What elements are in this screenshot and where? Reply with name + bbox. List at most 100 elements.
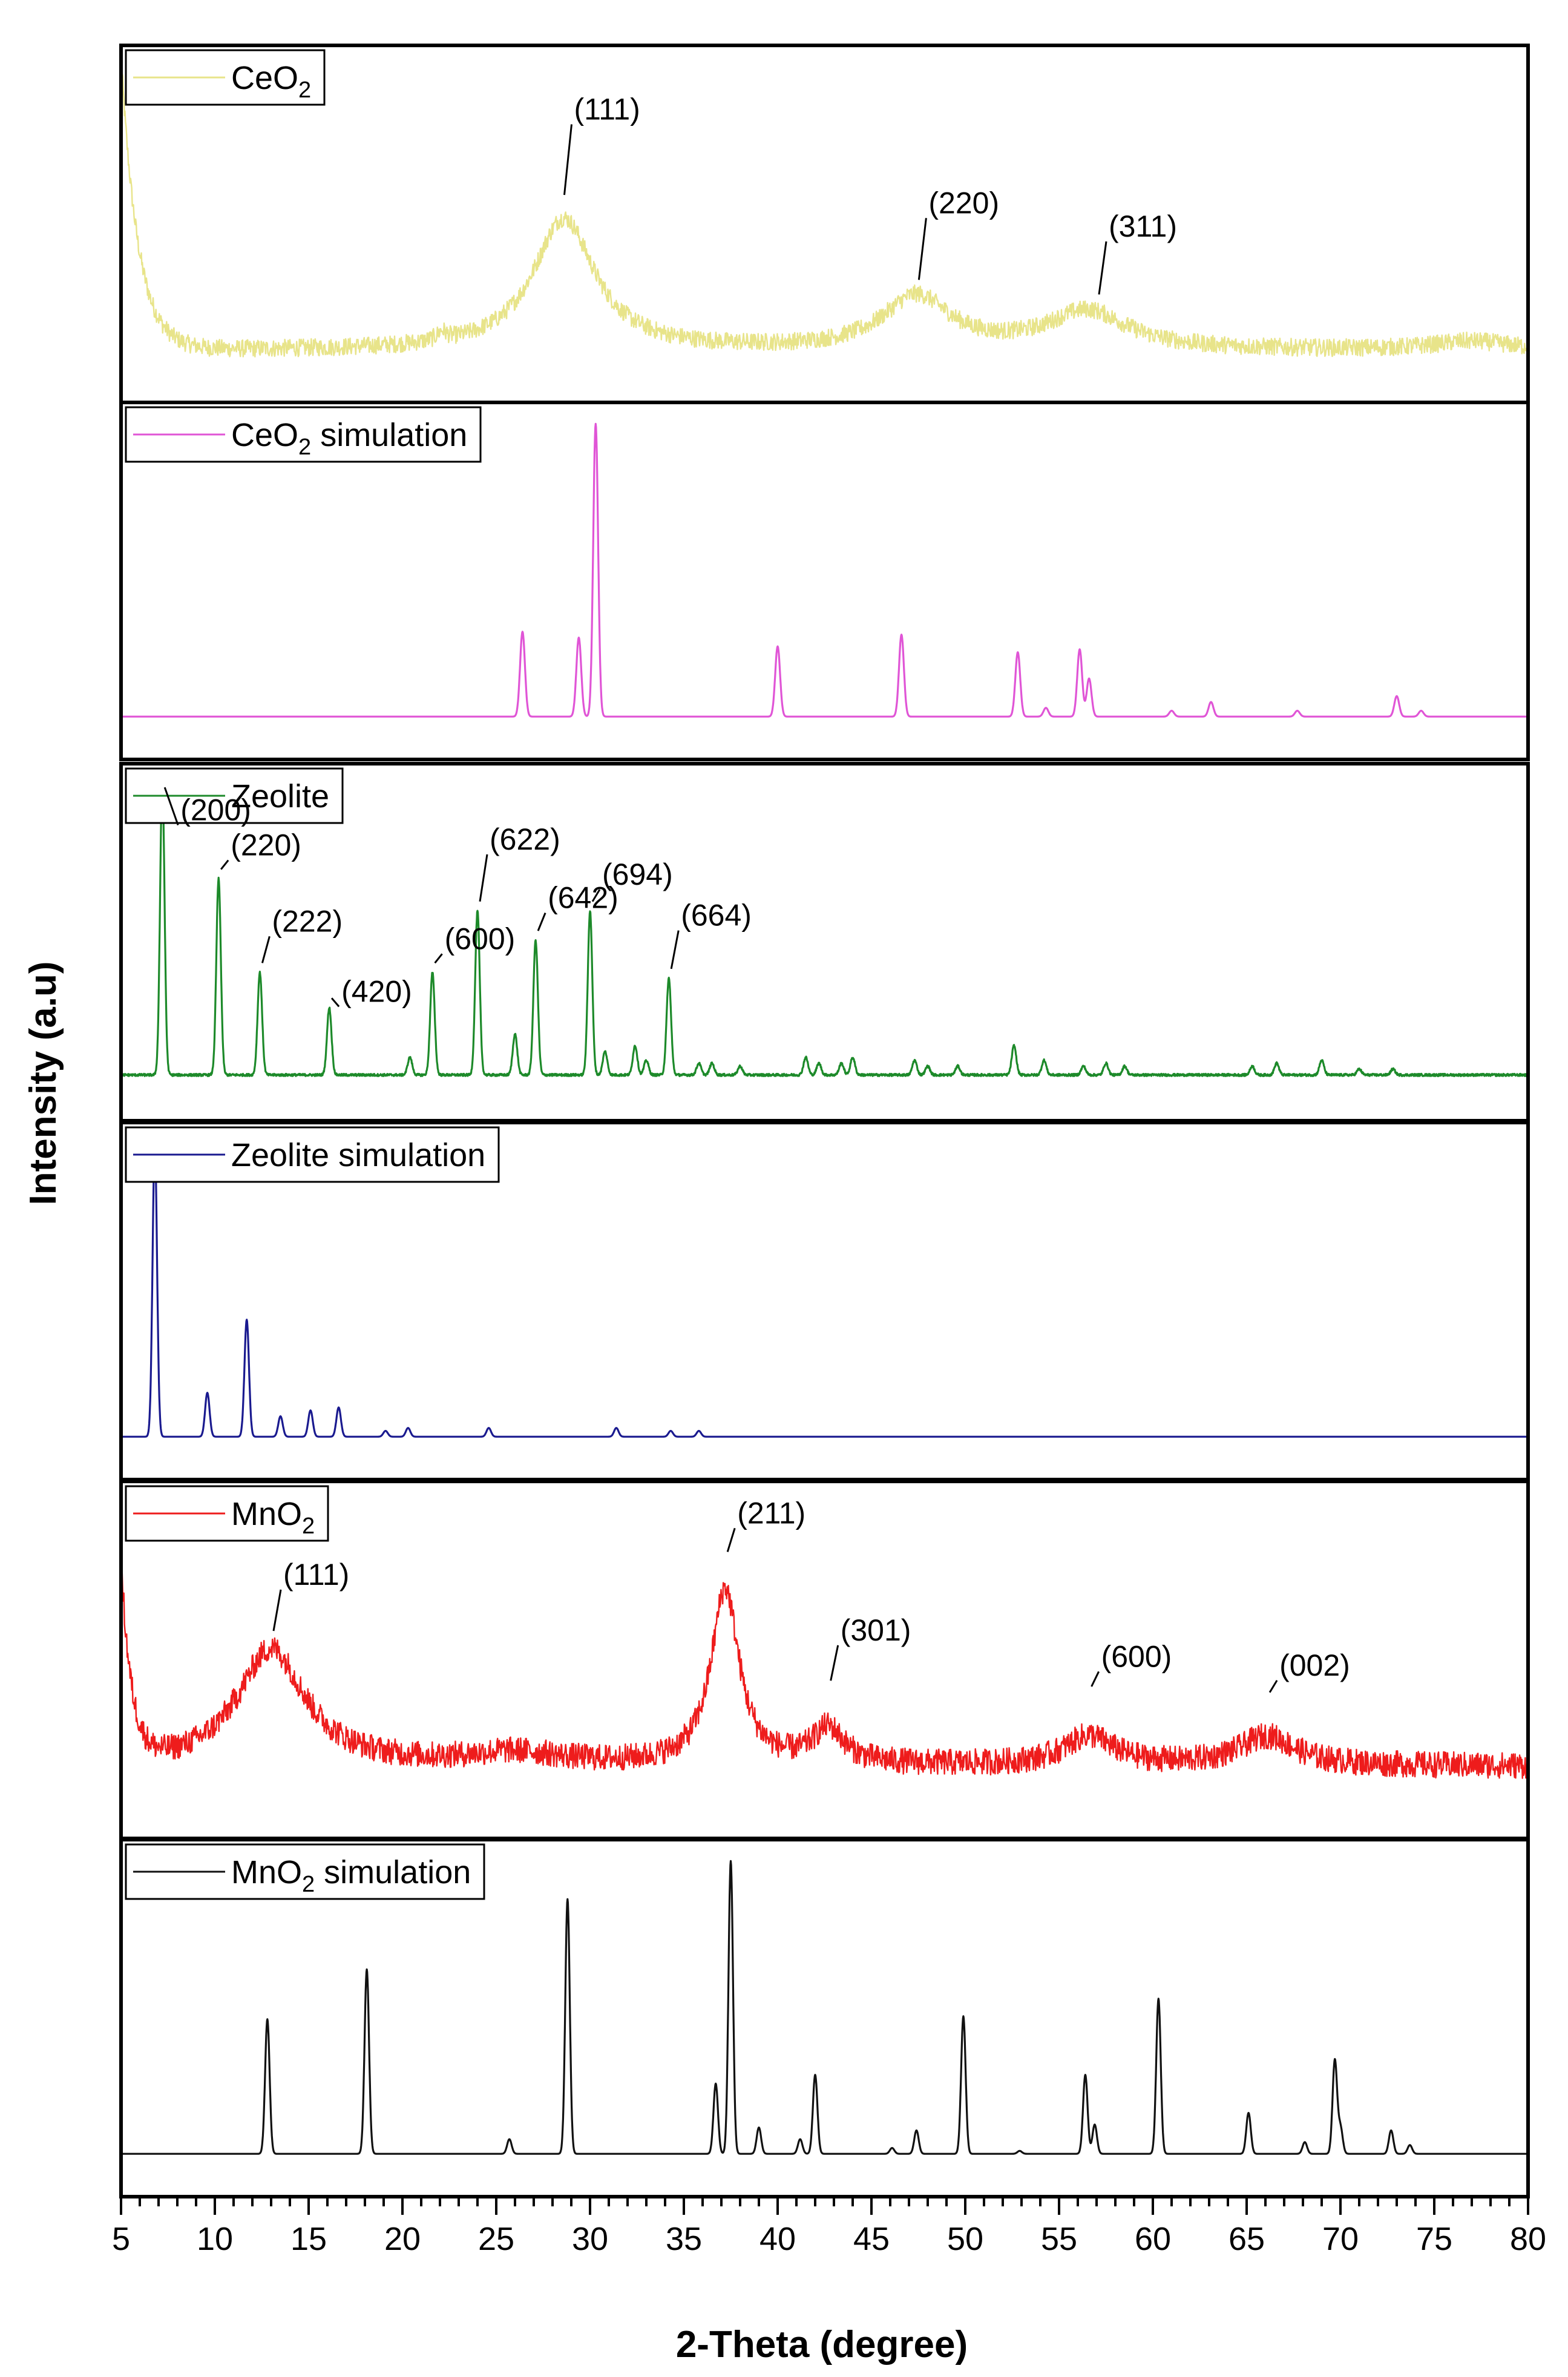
panel-2: CeO2 simulation — [119, 401, 1530, 761]
legend-label-main: Zeolite simulation — [231, 1137, 485, 1173]
peak-label: (694) — [602, 857, 673, 891]
y-axis-title: Intensity (a.u) — [22, 961, 64, 1205]
peak-annotation: (600) — [1091, 1639, 1172, 1687]
legend: MnO2 simulation — [125, 1843, 485, 1900]
series-line — [121, 1143, 1528, 1438]
x-axis: 5 10 15 20 25 30 35 40 45 50 55 60 65 70 75 80 — [112, 2197, 1546, 2257]
annotation-leader — [261, 936, 271, 963]
panel-frame — [119, 401, 1530, 761]
peak-annotation: (301) — [830, 1613, 911, 1681]
peak-annotation: (694) — [591, 857, 673, 902]
annotation-leader — [330, 997, 340, 1008]
legend-label: Zeolite — [231, 778, 329, 815]
legend-label-subscript: 2 — [302, 1872, 315, 1897]
legend: Zeolite — [125, 767, 344, 824]
peak-label: (111) — [574, 92, 640, 126]
annotation-leader — [917, 218, 927, 280]
legend-label-main: MnO — [231, 1496, 302, 1532]
peak-label: (220) — [928, 186, 999, 220]
peak-label: (642) — [548, 881, 618, 915]
peak-annotation: (111) — [272, 1558, 349, 1631]
x-tick-label: 75 — [1416, 2221, 1452, 2257]
peak-label: (420) — [341, 974, 412, 1008]
peak-label: (002) — [1279, 1648, 1350, 1682]
annotation-leader — [272, 1589, 282, 1631]
peak-label: (311) — [1109, 209, 1177, 243]
annotation-leader — [591, 889, 601, 902]
x-axis-title: 2-Theta (degree) — [676, 2324, 968, 2366]
annotation-leader — [726, 1527, 736, 1552]
annotation-leader — [479, 854, 488, 902]
legend-label: CeO2 — [231, 60, 311, 103]
legend-label: CeO2 simulation — [231, 417, 467, 460]
peak-annotation: (420) — [330, 974, 412, 1008]
legend: CeO2 simulation — [125, 406, 482, 463]
x-tick-label: 30 — [572, 2221, 608, 2257]
legend-label-main: Zeolite — [231, 778, 329, 815]
peak-label: (600) — [445, 922, 516, 956]
series-line — [121, 1556, 1528, 1779]
peak-label: (622) — [490, 822, 560, 856]
legend-label: MnO2 simulation — [231, 1854, 471, 1897]
peak-label: (301) — [841, 1613, 911, 1647]
x-tick-label: 50 — [947, 2221, 983, 2257]
x-tick-label: 25 — [478, 2221, 514, 2257]
x-tick-label: 70 — [1322, 2221, 1359, 2257]
annotation-leader — [563, 124, 572, 195]
x-tick-label: 40 — [759, 2221, 796, 2257]
peak-annotation: (642) — [537, 881, 618, 931]
legend-label-subscript: 2 — [298, 77, 311, 103]
x-tick-label: 15 — [290, 2221, 327, 2257]
legend: Zeolite simulation — [125, 1126, 500, 1183]
x-tick-label: 10 — [197, 2221, 233, 2257]
x-tick-label: 60 — [1135, 2221, 1171, 2257]
peak-annotation: (002) — [1268, 1648, 1350, 1693]
peak-label: (222) — [272, 904, 343, 938]
annotation-leader — [1098, 241, 1107, 295]
x-tick-label: 20 — [384, 2221, 421, 2257]
series-line — [121, 781, 1528, 1077]
peak-label: (600) — [1101, 1639, 1172, 1673]
panels: CeO2(111)(220)(311)CeO2 simulationZeolit… — [119, 44, 1530, 2198]
series-line — [121, 1860, 1528, 2155]
peak-annotation: (600) — [434, 922, 516, 964]
x-tick-label: 35 — [666, 2221, 702, 2257]
peak-annotation: (111) — [563, 92, 640, 195]
legend-label-subscript: 2 — [298, 434, 311, 460]
legend-box — [125, 1843, 485, 1900]
series-line — [121, 422, 1528, 718]
peak-label: (211) — [737, 1496, 805, 1530]
annotation-leader — [1268, 1680, 1278, 1693]
peak-annotation: (311) — [1098, 209, 1177, 295]
peak-annotation: (622) — [479, 822, 560, 902]
x-tick-label: 55 — [1041, 2221, 1077, 2257]
legend: CeO2 — [125, 49, 326, 106]
legend-label-main: CeO — [231, 417, 298, 453]
annotation-leader — [163, 787, 179, 825]
panel-5: MnO2 (111) (211) (301) (600) (002) — [119, 1480, 1530, 1840]
x-tick-label: 80 — [1510, 2221, 1546, 2257]
annotation-leader — [537, 913, 546, 931]
peak-annotation: (220) — [917, 186, 999, 280]
legend-label-tail: simulation — [311, 417, 467, 453]
x-tick-label: 45 — [853, 2221, 890, 2257]
legend: MnO2 — [125, 1485, 329, 1542]
peak-annotation: (664) — [670, 899, 752, 969]
peak-annotation: (211) — [726, 1496, 805, 1552]
annotation-leader — [434, 953, 443, 964]
annotation-leader — [220, 859, 229, 870]
peak-label: (220) — [231, 828, 301, 862]
annotation-leader — [1091, 1671, 1100, 1687]
panel-4: Zeolite simulation — [119, 1121, 1530, 1481]
panel-6: MnO2 simulation — [119, 1838, 1530, 2198]
annotation-leader — [670, 930, 680, 969]
annotation-leader — [830, 1645, 839, 1681]
legend-label-tail: simulation — [315, 1854, 471, 1890]
peak-label: (200) — [180, 793, 251, 827]
legend-label-main: CeO — [231, 60, 298, 96]
legend-label-subscript: 2 — [302, 1513, 315, 1539]
peak-annotation: (222) — [261, 904, 343, 963]
series-line — [121, 61, 1528, 358]
